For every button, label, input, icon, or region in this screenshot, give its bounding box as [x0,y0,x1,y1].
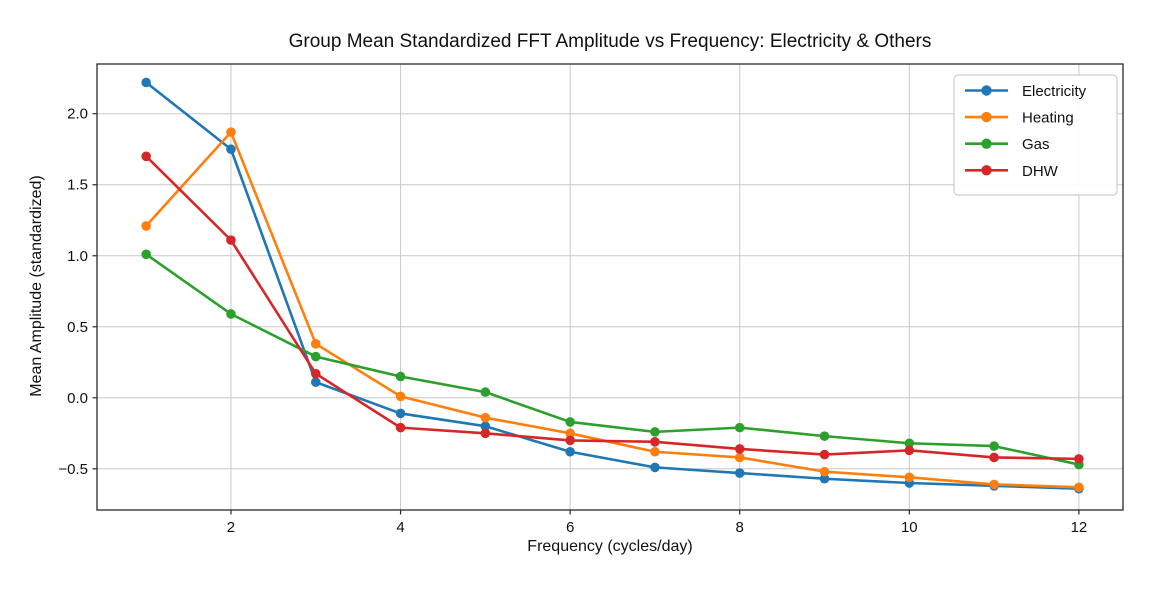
y-tick-label: 0.5 [67,319,88,336]
data-point-gas [650,427,660,437]
legend: Electricity Heating Gas DHW [953,74,1118,196]
data-point-gas [819,431,830,441]
data-point-dhw [395,422,406,433]
y-axis-label: Mean Amplitude (standardized) [28,175,45,397]
data-point-gas [734,422,745,433]
x-tick-label: 2 [227,519,235,536]
x-tick-label: 8 [736,519,744,536]
data-point-dhw [1074,454,1084,464]
plot-border [96,63,1124,511]
data-point-dhw [819,449,830,460]
data-point-heating [819,466,830,477]
data-point-heating [565,428,575,439]
legend-item-gas: Gas [965,136,1050,153]
series-line-heating [144,130,1081,489]
series-line-gas [144,253,1081,466]
legend-marker [981,111,992,123]
data-point-heating [310,339,321,349]
data-point-dhw [226,235,236,245]
data-point-dhw [734,444,745,454]
data-point-gas [989,441,999,451]
x-axis-label: Frequency (cycles/day) [527,538,693,555]
legend-item-heating: Heating [965,110,1074,127]
legend-item-electricity: Electricity [965,83,1087,100]
data-point-electricity [395,408,406,419]
y-tick-label: −0.5 [58,461,88,478]
legend-label: Electricity [1022,83,1087,100]
y-tick-label: 1.5 [67,177,88,194]
series-line-dhw [144,155,1081,461]
data-point-electricity [141,77,151,88]
y-tick-label: 0.0 [67,390,88,407]
data-point-heating [1074,482,1084,493]
data-point-gas [904,438,915,449]
data-point-heating [734,452,745,463]
data-point-electricity [819,473,830,484]
x-tick-label: 4 [396,519,404,536]
data-point-heating [480,412,491,423]
legend-box [953,74,1118,196]
data-point-gas [141,249,151,260]
series-line-electricity [144,81,1081,490]
data-point-gas [310,351,321,362]
data-point-dhw [310,368,321,379]
data-point-electricity [310,377,321,387]
data-point-electricity [565,446,575,457]
data-point-dhw [141,151,151,162]
legend-marker [981,85,992,96]
legend-label: Gas [1022,136,1050,153]
data-point-heating [904,472,915,483]
data-point-electricity [650,462,660,473]
data-point-dhw [989,452,999,463]
data-point-dhw [565,435,575,446]
legend-label: DHW [1022,163,1059,180]
legend-item-dhw: DHW [965,163,1059,180]
chart-title: Group Mean Standardized FFT Amplitude vs… [288,31,932,52]
data-point-gas [395,371,406,382]
data-point-dhw [650,437,660,447]
x-tick-label: 6 [566,519,574,536]
legend-label: Heating [1022,110,1074,127]
data-point-heating [141,221,151,231]
legend-marker [981,165,992,176]
x-tick-label: 10 [901,519,918,536]
data-point-gas [565,417,575,427]
data-point-electricity [480,421,491,431]
data-point-gas [480,387,491,397]
data-point-gas [226,309,236,319]
data-point-electricity [226,144,236,155]
legend-marker [981,138,992,149]
y-tick-label: 1.0 [67,248,88,265]
y-tick-label: 2.0 [67,106,88,123]
x-tick-label: 12 [1071,519,1088,536]
data-point-heating [226,127,236,137]
data-point-electricity [734,468,745,478]
data-point-heating [395,391,406,402]
data-point-heating [650,446,660,457]
data-point-heating [989,479,999,490]
data-point-dhw [904,445,915,456]
data-point-dhw [480,428,491,439]
